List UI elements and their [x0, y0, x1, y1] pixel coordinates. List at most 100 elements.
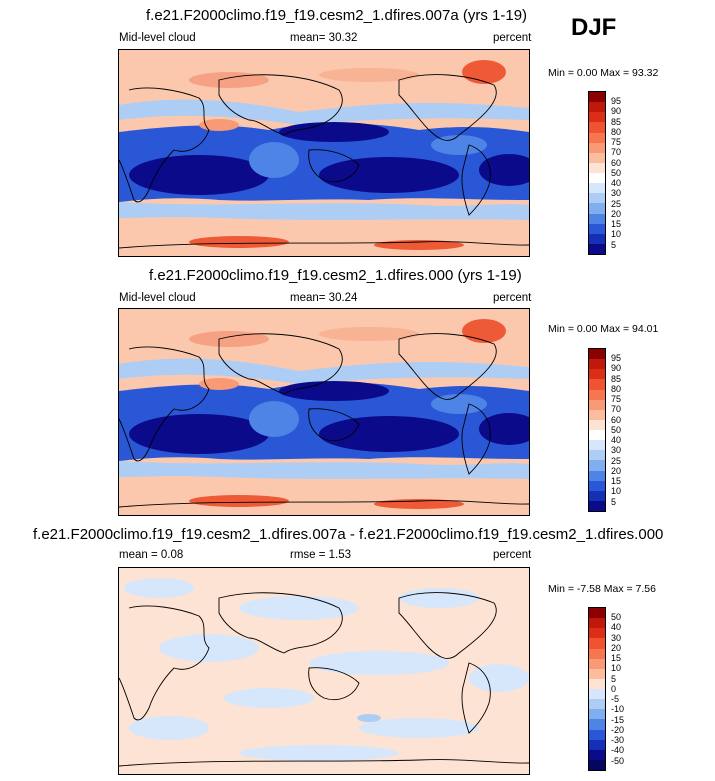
colorbar-swatch [589, 142, 605, 153]
colorbar-tick-label: 20 [611, 642, 622, 653]
colorbar-tick-label: 95 [611, 96, 622, 107]
colorbar-tick-label: 40 [611, 622, 622, 633]
colorbar-swatch [589, 440, 605, 451]
colorbar-tick-label: 85 [611, 373, 622, 384]
colorbar-tick-label: 80 [611, 126, 622, 137]
colorbar-swatch [589, 470, 605, 481]
colorbar-tick-label: 30 [611, 188, 622, 199]
colorbar-swatch [589, 490, 605, 501]
panel-3-map [118, 567, 530, 775]
panel-2-mean-label: mean= 30.24 [290, 292, 358, 304]
panel-1-units-label: percent [493, 32, 532, 44]
colorbar-tick-label: 0 [611, 683, 617, 694]
colorbar-tick-label: -40 [611, 745, 625, 756]
colorbar-swatch [589, 658, 605, 669]
colorbar-tick-label: 15 [611, 219, 622, 230]
colorbar-swatch [589, 430, 605, 441]
colorbar-swatch [589, 132, 605, 143]
colorbar-swatch [589, 173, 605, 184]
colorbar-tick-label: 25 [611, 198, 622, 209]
colorbar-tick-label: 50 [611, 424, 622, 435]
colorbar-tick-label: 60 [611, 157, 622, 168]
colorbar-swatch [589, 759, 605, 770]
colorbar-swatch [589, 389, 605, 400]
colorbar-swatch [589, 243, 605, 254]
colorbar-swatch [589, 409, 605, 420]
colorbar-swatch [589, 162, 605, 173]
colorbar-swatch [589, 500, 605, 511]
colorbar-swatch [589, 729, 605, 740]
panel-2-map [118, 308, 530, 516]
panel-3-colorbar-ticks: 50 40 30 20 15 10 5 0 -5 -10 -15 -20 -30 -40 -50 [611, 612, 624, 766]
panel-1-mean-label: mean= 30.32 [290, 32, 358, 44]
panel-3-mean-label: mean = 0.08 [119, 549, 184, 561]
colorbar-tick-label: 70 [611, 404, 622, 415]
colorbar-tick-label: -15 [611, 714, 625, 725]
colorbar-swatch [589, 92, 605, 103]
colorbar-tick-label: 5 [611, 673, 617, 684]
colorbar-swatch [589, 213, 605, 224]
panel-3-colorbar [588, 607, 606, 771]
colorbar-swatch [589, 739, 605, 750]
panel-2-map-field [119, 309, 529, 515]
panel-1-map-field [119, 50, 529, 256]
colorbar-tick-label: 40 [611, 435, 622, 446]
panel-1-variable-label: Mid-level cloud [119, 32, 196, 44]
colorbar-swatch [589, 183, 605, 194]
colorbar-tick-label: 25 [611, 455, 622, 466]
panel-3-units-label: percent [493, 549, 532, 561]
colorbar-swatch [589, 419, 605, 430]
colorbar-tick-label: 15 [611, 653, 622, 664]
colorbar-tick-label: 40 [611, 178, 622, 189]
colorbar-swatch [589, 678, 605, 689]
colorbar-swatch [589, 203, 605, 214]
colorbar-swatch [589, 223, 605, 234]
panel-2-title: f.e21.F2000climo.f19_f19.cesm2_1.dfires.… [149, 267, 522, 284]
colorbar-tick-label: 20 [611, 208, 622, 219]
colorbar-tick-label: -5 [611, 694, 620, 705]
colorbar-tick-label: 5 [611, 239, 617, 250]
colorbar-swatch [589, 359, 605, 370]
colorbar-tick-label: 75 [611, 137, 622, 148]
panel-1-minmax: Min = 0.00 Max = 93.32 [548, 67, 659, 79]
colorbar-swatch [589, 689, 605, 700]
colorbar-tick-label: 30 [611, 632, 622, 643]
colorbar-swatch [589, 749, 605, 760]
colorbar-swatch [589, 719, 605, 730]
colorbar-tick-label: 70 [611, 147, 622, 158]
colorbar-tick-label: 75 [611, 394, 622, 405]
panel-2-units-label: percent [493, 292, 532, 304]
colorbar-tick-label: 90 [611, 363, 622, 374]
panel-1-map [118, 49, 530, 257]
panel-1-title: f.e21.F2000climo.f19_f19.cesm2_1.dfires.… [146, 7, 528, 24]
panel-1-colorbar-ticks: 95 90 85 80 75 70 60 50 40 30 25 20 15 10 5 [611, 96, 621, 250]
colorbar-swatch [589, 193, 605, 204]
colorbar-tick-label: -30 [611, 735, 625, 746]
colorbar-swatch [589, 349, 605, 360]
colorbar-tick-label: 15 [611, 476, 622, 487]
colorbar-swatch [589, 450, 605, 461]
colorbar-tick-label: -10 [611, 704, 625, 715]
colorbar-tick-label: 10 [611, 486, 622, 497]
colorbar-swatch [589, 152, 605, 163]
season-label: DJF [571, 14, 617, 41]
colorbar-tick-label: 50 [611, 167, 622, 178]
colorbar-tick-label: 60 [611, 414, 622, 425]
colorbar-tick-label: 95 [611, 353, 622, 364]
colorbar-tick-label: 90 [611, 106, 622, 117]
panel-2-colorbar-ticks: 95 90 85 80 75 70 60 50 40 30 25 20 15 10 5 [611, 353, 621, 507]
colorbar-swatch [589, 460, 605, 471]
colorbar-swatch [589, 102, 605, 113]
colorbar-tick-label: 20 [611, 465, 622, 476]
panel-3-rmse-label: rmse = 1.53 [290, 549, 352, 561]
panel-1-colorbar [588, 91, 606, 255]
colorbar-swatch [589, 379, 605, 390]
colorbar-swatch [589, 709, 605, 720]
panel-2-minmax: Min = 0.00 Max = 94.01 [548, 323, 659, 335]
colorbar-swatch [589, 608, 605, 619]
colorbar-tick-label: 10 [611, 663, 622, 674]
panel-2-colorbar [588, 348, 606, 512]
panel-3-map-field [119, 568, 529, 774]
panel-3-title: f.e21.F2000climo.f19_f19.cesm2_1.dfires.… [33, 526, 664, 543]
colorbar-swatch [589, 480, 605, 491]
